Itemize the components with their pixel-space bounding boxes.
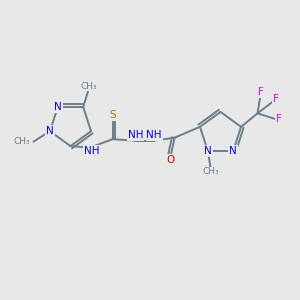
Text: F: F [258,87,263,97]
Text: N: N [46,126,54,136]
Text: N: N [204,146,212,156]
Text: NH: NH [128,130,143,140]
Text: N: N [54,102,62,112]
Text: S: S [109,110,116,121]
Text: CH₃: CH₃ [202,167,219,176]
Text: F: F [276,114,282,124]
Text: O: O [166,155,174,165]
Text: CH₃: CH₃ [81,82,98,91]
Text: F: F [273,94,278,104]
Text: NH: NH [146,130,162,140]
Text: CH₃: CH₃ [14,137,31,146]
Text: NH: NH [84,146,99,156]
Text: N: N [229,146,237,156]
